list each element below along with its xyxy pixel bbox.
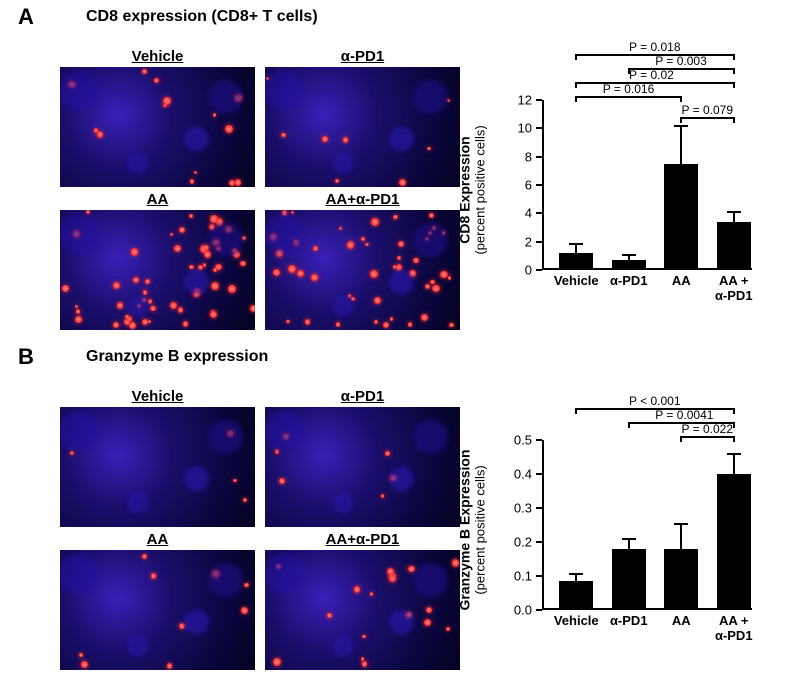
micrograph-aa bbox=[60, 550, 255, 670]
micrograph-aa-apd1 bbox=[265, 550, 460, 670]
y-tick-label: 6 bbox=[502, 178, 532, 193]
panel-letter-a: A bbox=[18, 4, 34, 30]
micrograph-vehicle bbox=[60, 407, 255, 527]
bar bbox=[559, 253, 593, 270]
bar bbox=[717, 474, 751, 610]
significance-label: P = 0.018 bbox=[629, 40, 681, 54]
y-tick-label: 10 bbox=[502, 121, 532, 136]
panel-b-title: Granzyme B expression bbox=[86, 348, 268, 366]
y-tick-label: 0.1 bbox=[502, 569, 532, 584]
y-tick-label: 4 bbox=[502, 206, 532, 221]
panel-b-image-grid: Vehicle α-PD1 AA AA+α-PD1 bbox=[60, 388, 460, 674]
panel-b: B Granzyme B expression Vehicle α-PD1 AA… bbox=[0, 340, 802, 689]
bar bbox=[559, 581, 593, 610]
image-label: α-PD1 bbox=[265, 48, 460, 67]
significance-label: P = 0.02 bbox=[629, 68, 674, 82]
y-axis-title-line2: (percent positive cells) bbox=[473, 125, 488, 254]
panel-a-chart: CD8 Expression(percent positive cells)02… bbox=[472, 40, 772, 320]
x-tick-label: AA bbox=[656, 610, 706, 629]
significance-label: P = 0.016 bbox=[603, 82, 655, 96]
y-tick-label: 0.4 bbox=[502, 467, 532, 482]
x-tick-label: α-PD1 bbox=[604, 610, 654, 629]
y-axis-title-line2: (percent positive cells) bbox=[473, 449, 488, 610]
y-tick-label: 0 bbox=[502, 263, 532, 278]
x-tick-label: α-PD1 bbox=[604, 270, 654, 289]
bar bbox=[612, 260, 646, 270]
image-label: Vehicle bbox=[60, 388, 255, 407]
significance-label: P = 0.022 bbox=[682, 422, 734, 436]
image-label: α-PD1 bbox=[265, 388, 460, 407]
bar bbox=[612, 549, 646, 610]
y-axis-title-line1: Granzyme B Expression bbox=[457, 449, 473, 610]
significance-label: P = 0.003 bbox=[655, 54, 707, 68]
x-tick-label: AA +α-PD1 bbox=[709, 270, 759, 304]
micrograph-apd1 bbox=[265, 407, 460, 527]
significance-label: P = 0.0041 bbox=[655, 408, 713, 422]
panel-a-image-grid: Vehicle α-PD1 AA AA+α-PD1 bbox=[60, 48, 460, 334]
micrograph-apd1 bbox=[265, 67, 460, 187]
significance-label: P < 0.001 bbox=[629, 394, 681, 408]
y-axis-title: CD8 Expression(percent positive cells) bbox=[457, 125, 488, 254]
micrograph-vehicle bbox=[60, 67, 255, 187]
bar bbox=[664, 164, 698, 270]
micrograph-aa-apd1 bbox=[265, 210, 460, 330]
y-tick-label: 2 bbox=[502, 234, 532, 249]
panel-b-chart: Granzyme B Expression(percent positive c… bbox=[472, 380, 772, 660]
bar bbox=[664, 549, 698, 610]
y-tick-label: 0.5 bbox=[502, 433, 532, 448]
image-label: AA bbox=[60, 191, 255, 210]
panel-a: A CD8 expression (CD8+ T cells) Vehicle … bbox=[0, 0, 802, 340]
x-tick-label: Vehicle bbox=[551, 610, 601, 629]
y-tick-label: 12 bbox=[502, 93, 532, 108]
y-tick-label: 0.2 bbox=[502, 535, 532, 550]
y-axis-title-line1: CD8 Expression bbox=[457, 136, 473, 243]
image-label: AA+α-PD1 bbox=[265, 531, 460, 550]
x-tick-label: Vehicle bbox=[551, 270, 601, 289]
x-tick-label: AA +α-PD1 bbox=[709, 610, 759, 644]
image-label: Vehicle bbox=[60, 48, 255, 67]
panel-a-title: CD8 expression (CD8+ T cells) bbox=[86, 8, 318, 26]
significance-label: P = 0.079 bbox=[682, 103, 734, 117]
y-axis-title: Granzyme B Expression(percent positive c… bbox=[457, 449, 488, 610]
y-tick-label: 8 bbox=[502, 149, 532, 164]
y-tick-label: 0.3 bbox=[502, 501, 532, 516]
bar bbox=[717, 222, 751, 270]
image-label: AA+α-PD1 bbox=[265, 191, 460, 210]
x-tick-label: AA bbox=[656, 270, 706, 289]
y-tick-label: 0.0 bbox=[502, 603, 532, 618]
image-label: AA bbox=[60, 531, 255, 550]
micrograph-aa bbox=[60, 210, 255, 330]
panel-letter-b: B bbox=[18, 344, 34, 370]
